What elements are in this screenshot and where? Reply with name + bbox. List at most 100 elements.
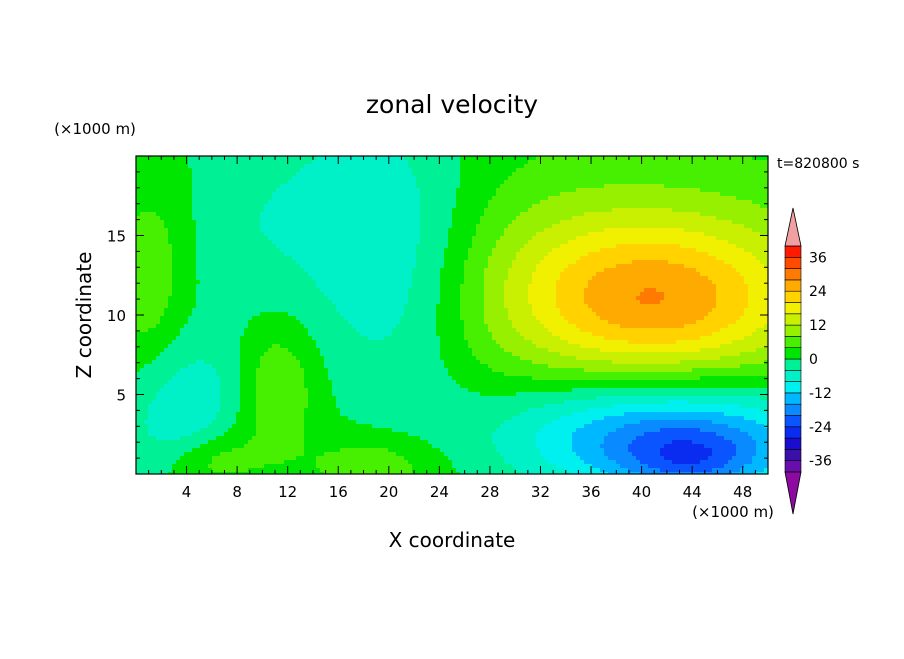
field-cell	[220, 200, 225, 205]
field-cell	[628, 208, 633, 213]
field-cell	[236, 240, 241, 245]
field-cell	[440, 216, 445, 221]
field-cell	[700, 196, 705, 201]
field-cell	[508, 192, 513, 197]
field-cell	[220, 224, 225, 229]
field-cell	[348, 244, 353, 249]
field-cell	[404, 180, 409, 185]
field-cell	[540, 228, 545, 233]
field-cell	[572, 228, 577, 233]
field-cell	[740, 176, 745, 181]
field-cell	[344, 272, 349, 277]
field-cell	[164, 236, 169, 241]
field-cell	[412, 272, 417, 277]
field-cell	[284, 228, 289, 233]
field-cell	[616, 240, 621, 245]
field-cell	[360, 164, 365, 169]
field-cell	[528, 160, 533, 165]
field-cell	[456, 180, 461, 185]
field-cell	[252, 172, 257, 177]
field-cell	[560, 276, 565, 281]
field-cell	[284, 276, 289, 281]
field-cell	[420, 188, 425, 193]
field-cell	[280, 244, 285, 249]
field-cell	[616, 244, 621, 249]
field-cell	[448, 280, 453, 285]
field-cell	[296, 160, 301, 165]
field-cell	[316, 260, 321, 265]
field-cell	[244, 176, 249, 181]
field-cell	[728, 276, 733, 281]
field-cell	[576, 212, 581, 217]
field-cell	[316, 228, 321, 233]
field-cell	[744, 264, 749, 269]
field-cell	[184, 212, 189, 217]
field-cell	[548, 252, 553, 257]
field-cell	[696, 224, 701, 229]
field-cell	[344, 168, 349, 173]
field-cell	[264, 172, 269, 177]
field-cell	[232, 240, 237, 245]
field-cell	[668, 156, 673, 161]
field-cell	[624, 196, 629, 201]
field-cell	[572, 244, 577, 249]
field-cell	[196, 252, 201, 257]
field-cell	[748, 244, 753, 249]
field-cell	[456, 268, 461, 273]
field-cell	[260, 276, 265, 281]
field-cell	[176, 196, 181, 201]
field-cell	[548, 160, 553, 165]
field-cell	[624, 248, 629, 253]
field-cell	[760, 168, 765, 173]
field-cell	[140, 188, 145, 193]
field-cell	[388, 240, 393, 245]
field-cell	[284, 268, 289, 273]
field-cell	[140, 204, 145, 209]
field-cell	[688, 164, 693, 169]
field-cell	[692, 208, 697, 213]
field-cell	[320, 276, 325, 281]
field-cell	[356, 184, 361, 189]
field-cell	[456, 236, 461, 241]
field-cell	[728, 172, 733, 177]
field-cell	[656, 200, 661, 205]
field-cell	[404, 256, 409, 261]
field-cell	[168, 204, 173, 209]
field-cell	[684, 268, 689, 273]
field-cell	[592, 236, 597, 241]
field-cell	[736, 164, 741, 169]
field-cell	[472, 164, 477, 169]
field-cell	[696, 276, 701, 281]
field-cell	[472, 280, 477, 285]
field-cell	[248, 224, 253, 229]
field-cell	[280, 176, 285, 181]
field-cell	[752, 164, 757, 169]
field-cell	[688, 184, 693, 189]
field-cell	[208, 252, 213, 257]
field-cell	[548, 248, 553, 253]
field-cell	[568, 220, 573, 225]
field-cell	[564, 204, 569, 209]
field-cell	[764, 212, 768, 217]
field-cell	[680, 160, 685, 165]
field-cell	[148, 244, 153, 249]
field-cell	[720, 192, 725, 197]
field-cell	[240, 256, 245, 261]
field-cell	[416, 156, 421, 161]
field-cell	[696, 180, 701, 185]
field-cell	[236, 224, 241, 229]
field-cell	[528, 264, 533, 269]
field-cell	[372, 200, 377, 205]
field-cell	[284, 164, 289, 169]
field-cell	[416, 180, 421, 185]
field-cell	[352, 248, 357, 253]
field-cell	[404, 276, 409, 281]
field-cell	[136, 252, 141, 257]
field-cell	[424, 220, 429, 225]
field-cell	[520, 268, 525, 273]
field-cell	[320, 216, 325, 221]
field-cell	[356, 228, 361, 233]
field-cell	[732, 188, 737, 193]
field-cell	[704, 220, 709, 225]
field-cell	[560, 176, 565, 181]
